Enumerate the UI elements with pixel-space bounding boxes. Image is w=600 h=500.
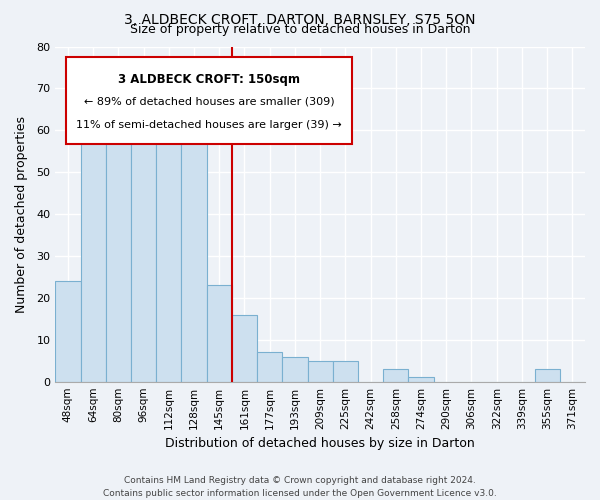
Bar (80, 110, 106, 382)
Bar (106, 101, 131, 382)
Bar (333, 360, 358, 382)
Bar (206, 286, 232, 382)
Bar (535, 369, 560, 382)
Bar (383, 369, 409, 382)
Bar (131, 126, 156, 382)
Text: ← 89% of detached houses are smaller (309): ← 89% of detached houses are smaller (30… (83, 97, 334, 107)
Bar (257, 352, 283, 382)
X-axis label: Distribution of detached houses by size in Darton: Distribution of detached houses by size … (165, 437, 475, 450)
FancyBboxPatch shape (66, 56, 352, 144)
Bar (181, 110, 206, 382)
Y-axis label: Number of detached properties: Number of detached properties (15, 116, 28, 312)
Text: 3, ALDBECK CROFT, DARTON, BARNSLEY, S75 5QN: 3, ALDBECK CROFT, DARTON, BARNSLEY, S75 … (124, 12, 476, 26)
Bar (409, 378, 434, 382)
Bar (156, 122, 181, 382)
Text: 3 ALDBECK CROFT: 150sqm: 3 ALDBECK CROFT: 150sqm (118, 74, 300, 86)
Text: Size of property relative to detached houses in Darton: Size of property relative to detached ho… (130, 22, 470, 36)
Bar (308, 360, 333, 382)
Bar (55, 281, 80, 382)
Bar (283, 356, 308, 382)
Bar (232, 314, 257, 382)
Text: Contains HM Land Registry data © Crown copyright and database right 2024.
Contai: Contains HM Land Registry data © Crown c… (103, 476, 497, 498)
Text: 11% of semi-detached houses are larger (39) →: 11% of semi-detached houses are larger (… (76, 120, 342, 130)
